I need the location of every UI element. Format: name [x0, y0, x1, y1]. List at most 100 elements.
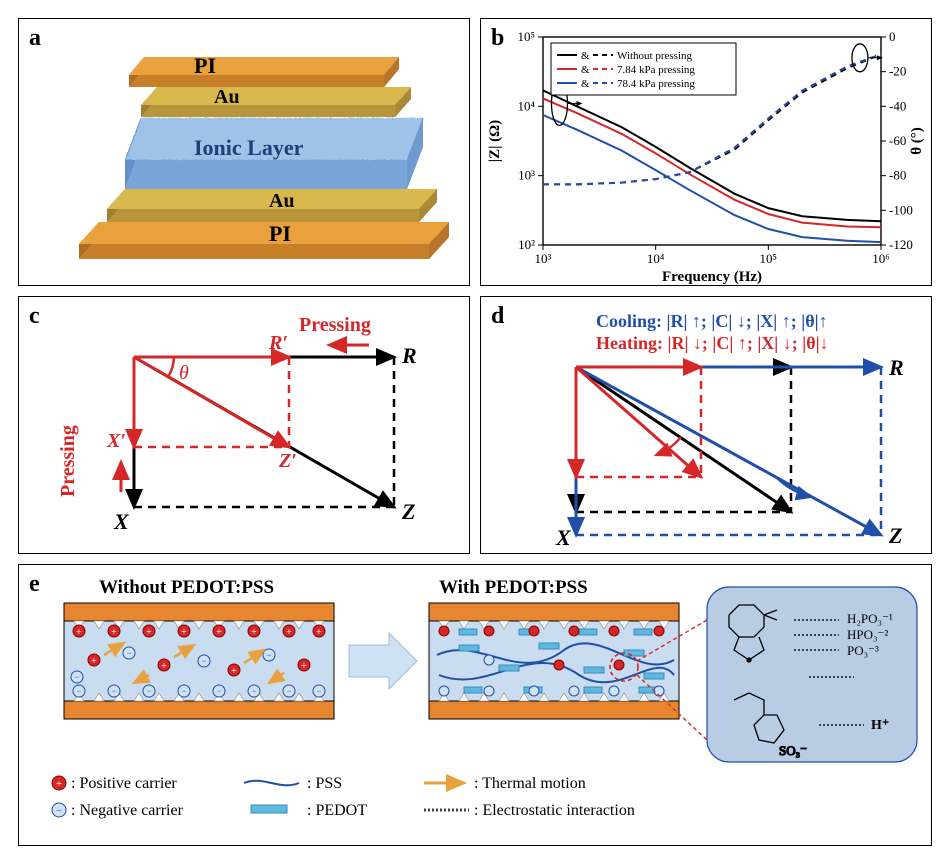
panel-e-svg: Without PEDOT:PSS With PEDOT:PSS + +: [19, 565, 933, 847]
svg-text:+: +: [216, 627, 222, 638]
svg-text:+: +: [316, 627, 322, 638]
panel-c-svg: R X Z θ R′ X′ Z′ P: [19, 297, 471, 555]
chem-po3: PO₃⁻³: [847, 643, 879, 658]
layer-pi-bottom-label: PI: [269, 221, 291, 246]
legend: + : Positive carrier − : Negative carrie…: [52, 775, 635, 819]
svg-text:+: +: [181, 627, 187, 638]
svg-text:−: −: [266, 650, 271, 660]
svg-text:+: +: [91, 656, 97, 667]
svg-text:78.4 kPa pressing: 78.4 kPa pressing: [617, 78, 695, 90]
schematic-without: + + + + + + + + − − − − − − −: [64, 603, 334, 719]
layer-au-bottom: Au: [107, 189, 437, 222]
panel-c: c R X Z θ R′ X′: [18, 296, 470, 554]
panel-a: a PI Au: [18, 18, 470, 286]
layer-pi-bottom: PI: [79, 221, 449, 259]
panel-d: d Cooling: |R| ↑; |C| ↓; |X| ↑; |θ|↑ Hea…: [480, 296, 932, 554]
svg-text:+: +: [231, 666, 237, 677]
svg-text:|Z| (Ω): |Z| (Ω): [487, 120, 503, 162]
svg-text:&: &: [581, 50, 590, 62]
layer-ionic-label: Ionic Layer: [194, 135, 304, 160]
layer-pi-top: PI: [129, 53, 399, 87]
panel-a-svg: PI Au Ionic Layer: [19, 19, 471, 287]
panel-e: e Without PEDOT:PSS With PEDOT:PSS: [18, 564, 932, 846]
svg-text:Frequency (Hz): Frequency (Hz): [662, 269, 762, 285]
svg-text:10³: 10³: [518, 168, 535, 183]
svg-text:+: +: [286, 627, 292, 638]
leg-therm: : Thermal motion: [474, 775, 586, 792]
svg-text:-20: -20: [889, 64, 906, 79]
axis-Xp: X′: [106, 430, 126, 452]
svg-text:10⁴: 10⁴: [517, 98, 535, 113]
chem-hpo3: HPO₃⁻²: [847, 627, 888, 642]
svg-text:10⁵: 10⁵: [760, 251, 778, 266]
chem-callout: SO₃⁻ H₂PO₃⁻¹ HPO₃⁻² PO₃⁻³ H⁺: [707, 587, 917, 762]
svg-text:0: 0: [889, 29, 896, 44]
svg-text:−: −: [146, 686, 151, 696]
svg-text:10³: 10³: [535, 251, 552, 266]
axis-Rp: R′: [268, 332, 288, 354]
chem-so3: SO₃⁻: [779, 743, 807, 758]
layer-au-bottom-label: Au: [269, 190, 295, 212]
svg-text:+: +: [301, 661, 307, 672]
svg-text:−: −: [56, 805, 62, 817]
svg-text:+: +: [161, 661, 167, 672]
panel-c-label: c: [29, 303, 40, 330]
panel-b-label: b: [491, 25, 504, 52]
svg-text:−: −: [216, 686, 221, 696]
axis-Xd: X: [555, 525, 572, 550]
cooling-text: Cooling: |R| ↑; |C| ↓; |X| ↑; |θ|↑: [596, 311, 828, 331]
panel-b-chart: 10³10⁴10⁵10⁶Frequency (Hz)10²10³10⁴10⁵|Z…: [481, 19, 933, 287]
right-title: With PEDOT:PSS: [439, 577, 588, 598]
svg-text:+: +: [146, 627, 152, 638]
svg-text:10⁵: 10⁵: [517, 29, 535, 44]
svg-text:-40: -40: [889, 98, 906, 113]
svg-text:Without pressing: Without pressing: [617, 50, 693, 62]
chem-h: H⁺: [871, 718, 889, 733]
axis-Zp: Z′: [278, 450, 297, 472]
svg-text:10²: 10²: [518, 237, 535, 252]
svg-text:−: −: [126, 648, 131, 658]
axis-X: X: [113, 509, 130, 534]
left-title: Without PEDOT:PSS: [99, 577, 274, 598]
svg-text:&: &: [581, 64, 590, 76]
leg-pedot: : PEDOT: [307, 802, 367, 819]
leg-pos: : Positive carrier: [71, 775, 177, 792]
transition-arrow-icon: [349, 633, 417, 689]
layer-au-top-label: Au: [214, 86, 240, 108]
svg-text:−: −: [76, 686, 81, 696]
axis-Z: Z: [401, 499, 415, 524]
svg-text:10⁴: 10⁴: [647, 251, 665, 266]
svg-text:−: −: [111, 686, 116, 696]
panel-d-label: d: [491, 303, 504, 330]
svg-text:−: −: [181, 686, 186, 696]
svg-text:-120: -120: [889, 237, 913, 252]
svg-text:−: −: [251, 686, 256, 696]
svg-text:θ (°): θ (°): [909, 127, 925, 155]
panel-b: b 10³10⁴10⁵10⁶Frequency (Hz)10²10³10⁴10⁵…: [480, 18, 932, 286]
svg-text:&: &: [581, 78, 590, 90]
leg-neg: : Negative carrier: [71, 802, 184, 819]
axis-R: R: [401, 343, 417, 368]
theta-label: θ: [179, 362, 189, 384]
chem-h2po3: H₂PO₃⁻¹: [847, 611, 893, 626]
svg-text:+: +: [76, 627, 82, 638]
panel-d-svg: Cooling: |R| ↑; |C| ↓; |X| ↑; |θ|↑ Heati…: [481, 297, 933, 555]
svg-text:+: +: [56, 778, 62, 790]
svg-text:−: −: [74, 672, 79, 682]
svg-text:-60: -60: [889, 133, 906, 148]
layer-ionic: Ionic Layer: [125, 117, 423, 189]
layer-au-top: Au: [141, 86, 411, 117]
axis-Zd: Z: [888, 523, 902, 548]
svg-text:−: −: [286, 686, 291, 696]
schematic-with: [429, 603, 707, 740]
axis-Rd: R: [888, 355, 904, 380]
svg-text:-100: -100: [889, 202, 913, 217]
panel-e-label: e: [29, 571, 40, 598]
svg-text:10⁶: 10⁶: [872, 251, 890, 266]
svg-text:−: −: [201, 656, 206, 666]
leg-pss: : PSS: [307, 775, 342, 792]
svg-text:−: −: [316, 686, 321, 696]
pressing-left: Pressing: [57, 425, 79, 497]
svg-text:7.84 kPa pressing: 7.84 kPa pressing: [617, 64, 695, 76]
heating-text: Heating: |R| ↓; |C| ↑; |X| ↓; |θ|↓: [596, 333, 829, 353]
